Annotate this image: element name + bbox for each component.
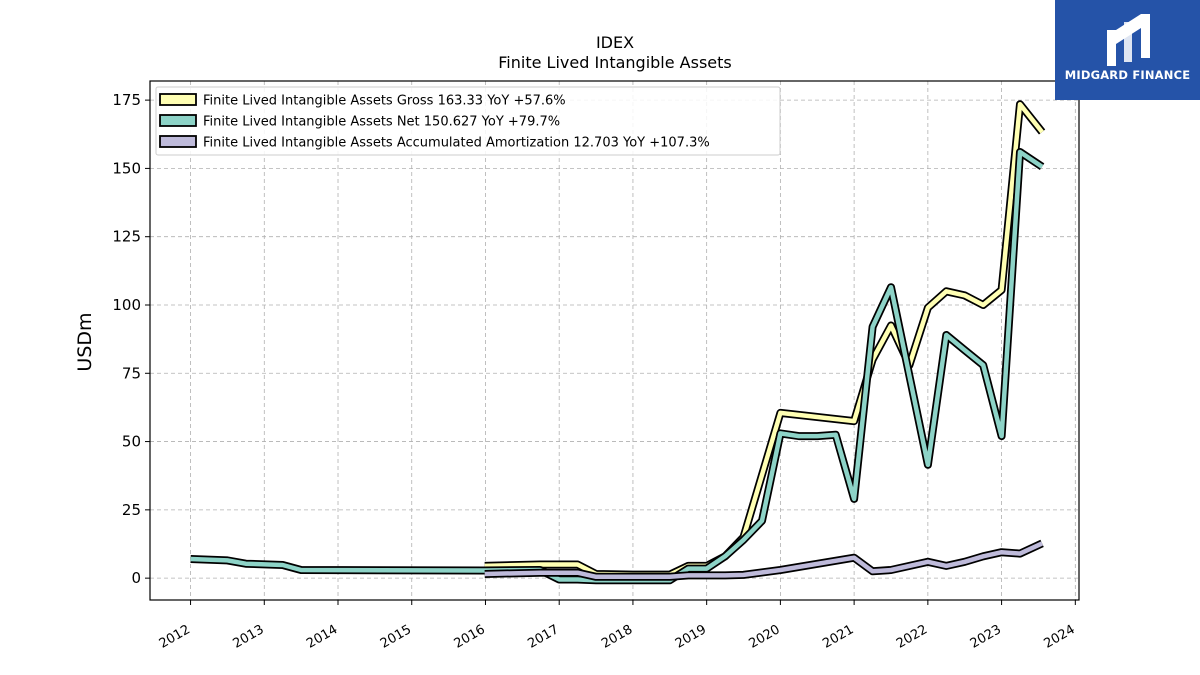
legend-label: Finite Lived Intangible Assets Gross 163… [203, 94, 566, 109]
series-line-core [484, 541, 1044, 580]
series-line-core [190, 149, 1044, 583]
y-tick-label: 25 [122, 501, 141, 519]
x-tick-label: 2016 [452, 622, 488, 652]
plot-frame [149, 80, 1080, 601]
y-tick-label: 100 [112, 296, 141, 314]
legend-swatch [159, 135, 197, 148]
legend: Finite Lived Intangible Assets Gross 163… [155, 86, 781, 156]
y-tick-label: 75 [122, 364, 141, 382]
y-tick-label: 125 [112, 228, 141, 246]
x-tick-label: 2018 [599, 622, 635, 652]
x-tick-label: 2015 [378, 622, 414, 652]
chart-title: IDEX [596, 33, 634, 52]
y-tick-label: 175 [112, 91, 141, 109]
x-tick-label: 2019 [673, 622, 709, 652]
y-axis-label: USDm [74, 312, 96, 371]
x-tick-label: 2013 [230, 622, 266, 652]
y-tick-label: 150 [112, 159, 141, 177]
x-tick-label: 2024 [1041, 622, 1077, 652]
series-line [190, 148, 1045, 585]
legend-swatch [159, 93, 197, 106]
x-tick-label: 2023 [968, 622, 1004, 652]
grid-layer [150, 81, 1079, 600]
x-tick-label: 2017 [525, 622, 561, 652]
y-tick-label: 50 [122, 433, 141, 451]
chart-subtitle: Finite Lived Intangible Assets [498, 53, 731, 72]
legend-swatch [159, 114, 197, 127]
series-layer [190, 100, 1046, 585]
x-tick-label: 2022 [894, 622, 930, 652]
midgard-logo-icon [1107, 14, 1150, 66]
legend-label: Finite Lived Intangible Assets Accumulat… [203, 136, 710, 151]
legend-label: Finite Lived Intangible Assets Net 150.6… [203, 115, 560, 130]
series-line-outline [190, 148, 1045, 585]
legend-box [155, 86, 781, 156]
x-tick-label: 2021 [820, 622, 856, 652]
y-tick-label: 0 [131, 569, 141, 587]
x-tick-label: 2020 [747, 622, 783, 652]
x-tick-label: 2014 [304, 622, 340, 652]
brand-logo: MIDGARD FINANCE [1055, 0, 1200, 100]
series-line [484, 539, 1044, 581]
x-tick-label: 2012 [157, 622, 193, 652]
brand-name: MIDGARD FINANCE [1064, 68, 1191, 82]
